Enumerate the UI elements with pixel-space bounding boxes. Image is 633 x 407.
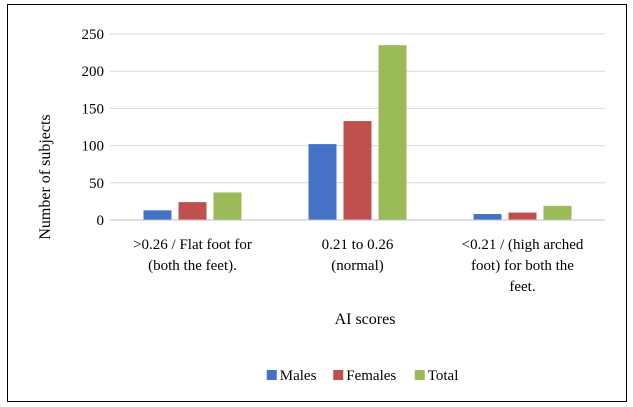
category-labels: >0.26 / Flat foot for (both the feet). 0.2… (133, 237, 584, 295)
legend-label-total: Total (428, 368, 459, 384)
bar-total-3 (543, 205, 572, 220)
legend-swatch-total (414, 370, 425, 380)
bar-males-3 (473, 214, 502, 220)
y-tick-label: 250 (82, 27, 105, 43)
bar-males-1 (143, 210, 172, 220)
category-label: foot) for both the (471, 258, 574, 274)
bar-males-2 (308, 144, 337, 220)
category-label: feet. (509, 279, 535, 295)
legend-swatch-females (333, 370, 344, 380)
legend: Males Females Total (266, 368, 459, 384)
legend-swatch-males (266, 370, 277, 380)
y-axis-title: Number of subjects (37, 114, 54, 239)
category-label: <0.21 / (high arched (462, 237, 584, 253)
y-tick-label: 200 (82, 64, 105, 80)
y-tick-label: 0 (97, 213, 105, 229)
legend-label-males: Males (280, 368, 317, 384)
x-axis-title: AI scores (335, 311, 396, 328)
bar-females-2 (343, 121, 372, 220)
bar-females-3 (508, 212, 537, 220)
bar-total-1 (213, 192, 242, 220)
category-label: 0.21 to 0.26 (322, 237, 394, 253)
category-label: (both the feet). (148, 258, 237, 274)
category-label: >0.26 / Flat foot for (133, 237, 252, 253)
bar-females-1 (178, 202, 207, 220)
bar-total-2 (378, 45, 407, 220)
y-tick-labels: 0 50 100 150 200 250 (82, 27, 105, 229)
bars (143, 45, 572, 220)
category-label: (normal) (331, 258, 383, 274)
y-tick-label: 150 (82, 101, 105, 117)
y-tick-label: 100 (82, 139, 105, 155)
legend-label-females: Females (346, 368, 396, 384)
y-tick-label: 50 (89, 176, 104, 192)
